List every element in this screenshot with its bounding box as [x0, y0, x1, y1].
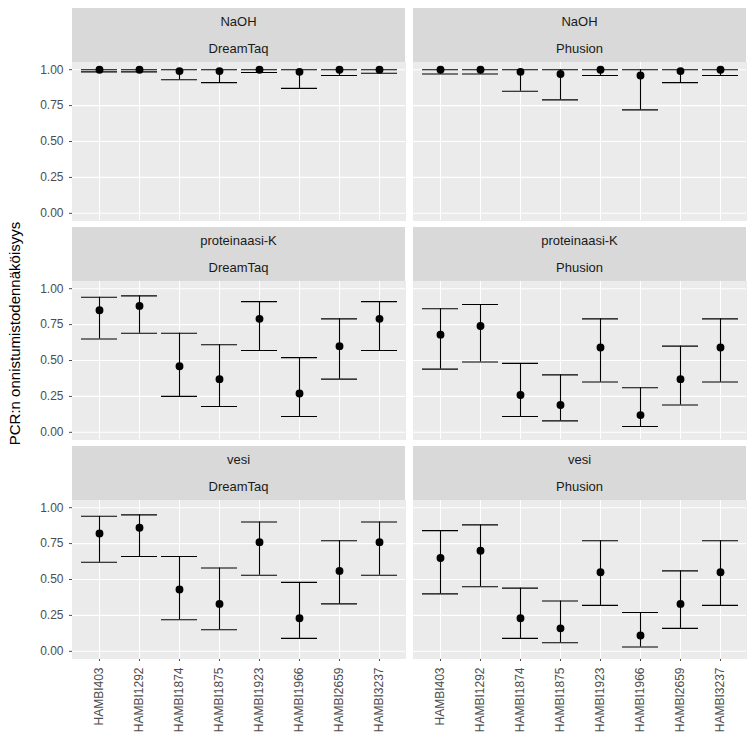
svg-text:HAMBI1292: HAMBI1292: [132, 667, 146, 732]
svg-text:0.00: 0.00: [40, 425, 64, 439]
svg-text:0.25: 0.25: [40, 170, 64, 184]
svg-text:HAMBI1874: HAMBI1874: [172, 667, 186, 732]
svg-text:HAMBI1966: HAMBI1966: [292, 667, 306, 732]
svg-text:HAMBI3237: HAMBI3237: [713, 667, 727, 732]
svg-text:HAMBI1875: HAMBI1875: [212, 667, 226, 732]
svg-text:0.25: 0.25: [40, 608, 64, 622]
html-text:NaOH: NaOH: [220, 14, 257, 29]
svg-text:HAMBI2659: HAMBI2659: [673, 667, 687, 732]
html-text:Phusion: Phusion: [556, 260, 603, 275]
svg-text:HAMBI1292: HAMBI1292: [473, 667, 487, 732]
html-text:vesi: vesi: [226, 452, 251, 467]
svg-text:HAMBI1923: HAMBI1923: [252, 667, 266, 732]
html-text:DreamTaq: DreamTaq: [208, 260, 269, 275]
svg-text:1.00: 1.00: [40, 282, 64, 296]
html-text:Phusion: Phusion: [556, 479, 603, 494]
html-text:DreamTaq: DreamTaq: [208, 41, 269, 56]
html-text:proteinaasi-K: proteinaasi-K: [200, 233, 277, 248]
html-text:PCR:n onnistumistodennäköisyys: PCR:n onnistumistodennäköisyys: [5, 221, 23, 445]
svg-text:1.00: 1.00: [40, 63, 64, 77]
svg-text:HAMBI1874: HAMBI1874: [513, 667, 527, 732]
html-text:NaOH: NaOH: [561, 14, 598, 29]
svg-text:0.00: 0.00: [40, 644, 64, 658]
svg-text:HAMBI2659: HAMBI2659: [332, 667, 346, 732]
svg-text:HAMBI3237: HAMBI3237: [372, 667, 386, 732]
svg-text:0.75: 0.75: [40, 317, 64, 331]
html-text:Phusion: Phusion: [556, 41, 603, 56]
html-text:DreamTaq: DreamTaq: [208, 479, 269, 494]
svg-text:HAMBI403: HAMBI403: [92, 667, 106, 725]
svg-text:HAMBI1875: HAMBI1875: [553, 667, 567, 732]
html-text:vesi: vesi: [567, 452, 592, 467]
svg-text:0.00: 0.00: [40, 206, 64, 220]
svg-text:0.50: 0.50: [40, 353, 64, 367]
svg-text:0.75: 0.75: [40, 98, 64, 112]
svg-text:HAMBI1966: HAMBI1966: [633, 667, 647, 732]
svg-text:0.75: 0.75: [40, 536, 64, 550]
svg-text:0.50: 0.50: [40, 134, 64, 148]
svg-text:1.00: 1.00: [40, 501, 64, 515]
svg-text:HAMBI1923: HAMBI1923: [593, 667, 607, 732]
svg-text:0.50: 0.50: [40, 572, 64, 586]
html-text:proteinaasi-K: proteinaasi-K: [541, 233, 618, 248]
svg-text:HAMBI403: HAMBI403: [433, 667, 447, 725]
svg-text:0.25: 0.25: [40, 389, 64, 403]
